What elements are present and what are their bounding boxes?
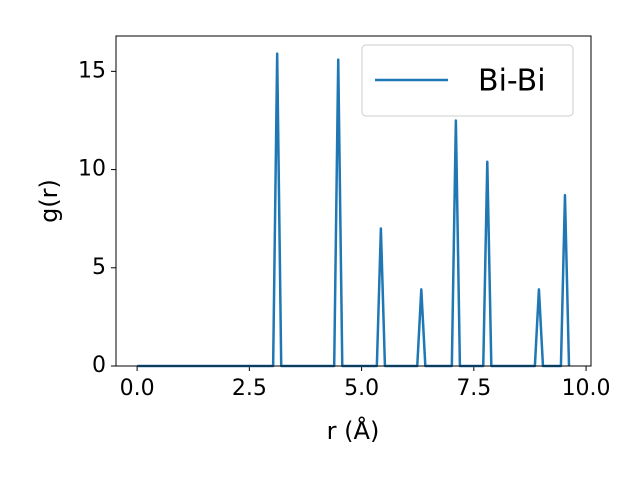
x-axis-label: r (Å) <box>327 416 380 445</box>
x-tick-label: 5.0 <box>344 376 379 401</box>
y-axis-label: g(r) <box>35 179 63 223</box>
y-tick-label: 5 <box>92 255 106 280</box>
legend-box <box>361 44 574 117</box>
plot-frame <box>115 35 592 367</box>
y-tick-label: 15 <box>78 58 106 83</box>
x-tick-label: 0.0 <box>120 376 155 401</box>
y-tick-label: 0 <box>92 353 106 378</box>
x-tick-label: 7.5 <box>456 376 491 401</box>
y-tick-label: 10 <box>78 157 106 182</box>
x-tick-label: 10.0 <box>562 376 611 401</box>
x-tick-label: 2.5 <box>232 376 267 401</box>
legend-label: Bi-Bi <box>478 64 546 99</box>
